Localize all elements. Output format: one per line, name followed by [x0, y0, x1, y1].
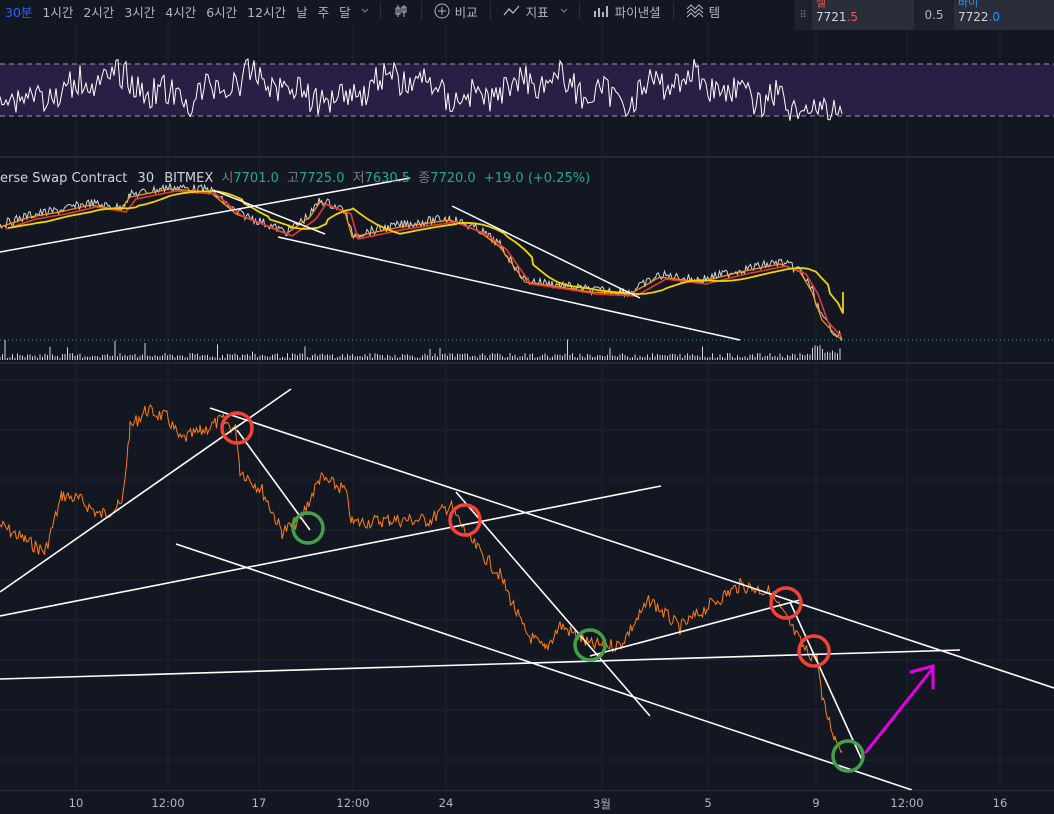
- symbol-name[interactable]: erse Swap Contract: [0, 171, 128, 186]
- timeframe-button[interactable]: 날: [296, 4, 308, 20]
- mid-trendlines: [0, 177, 741, 341]
- timeframe-button[interactable]: 2시간: [83, 4, 115, 20]
- timeframe-dropdown-button[interactable]: [356, 6, 374, 16]
- templates-button[interactable]: 템: [680, 2, 727, 21]
- plus-circle-icon: [434, 3, 450, 19]
- red-circle-marker: [448, 503, 482, 537]
- top-toolbar: 30분 1시간 2시간 3시간 4시간 6시간 12시간 날 주 달 비교 지표 파이낸셜 템: [0, 0, 1054, 22]
- high-label: 고: [287, 171, 299, 186]
- buy-label: 바이: [958, 0, 979, 9]
- time-axis-label: 5: [704, 796, 712, 810]
- change-value: +19.0 (+0.25%): [483, 171, 591, 186]
- trendlines: [0, 388, 1054, 791]
- timeframe-button[interactable]: 12시간: [247, 4, 287, 20]
- red-circle-marker: [797, 634, 831, 668]
- open-value: 7701.0: [233, 171, 279, 186]
- sell-button[interactable]: 셀 7721.5: [812, 0, 914, 30]
- sell-price: 7721.5: [816, 10, 858, 24]
- chevron-down-icon: [560, 8, 568, 13]
- magenta-arrow: [864, 664, 935, 754]
- templates-label: 템: [708, 4, 721, 20]
- timeframe-button[interactable]: 1시간: [42, 4, 74, 20]
- financials-label: 파이낸셜: [614, 4, 661, 20]
- timeframe-button[interactable]: 주: [317, 4, 330, 20]
- timeframe-button[interactable]: 30분: [5, 4, 33, 20]
- timeframe-button[interactable]: 4시간: [165, 4, 197, 20]
- rsi-line: [0, 58, 843, 121]
- ema-yellow-line: [7, 190, 844, 314]
- red-circle-marker: [769, 586, 803, 620]
- chart-type-button[interactable]: [387, 3, 415, 19]
- green-circle-marker: [573, 628, 607, 662]
- low-value: 7630.5: [364, 171, 411, 186]
- candlestick-icon: [395, 5, 407, 17]
- close-value: 7720.0: [430, 171, 476, 186]
- time-axis[interactable]: 10 12:00 17 12:00 24 3월 5 9 12:00 16: [0, 790, 1054, 814]
- high-value: 7725.0: [298, 171, 345, 186]
- mid-price-line: [0, 183, 843, 341]
- indicators-label: 지표: [525, 4, 549, 20]
- mid-price-orange: [0, 188, 843, 341]
- sell-label: 셀: [816, 0, 827, 9]
- buy-price: 7722.0: [958, 10, 1000, 24]
- red-circle-marker: [220, 411, 254, 445]
- green-circle-marker: [831, 739, 865, 773]
- timeframe-button[interactable]: 달: [339, 4, 351, 20]
- symbol-interval: 30: [137, 171, 155, 186]
- indicators-dropdown-button[interactable]: [555, 6, 573, 16]
- ema-red-line: [5, 190, 842, 337]
- symbol-legend: erse Swap Contract 30 BITMEX 시7701.0 고77…: [0, 167, 590, 186]
- time-axis-label: 12:00: [151, 796, 185, 810]
- buy-button[interactable]: 바이 7722.0: [954, 0, 1054, 30]
- order-panel: ⠿ 셀 7721.5 0.5 바이 7722.0: [794, 0, 1054, 30]
- financials-button[interactable]: 파이낸셜: [586, 2, 667, 21]
- symbol-exchange: BITMEX: [164, 171, 214, 186]
- marker-circles: [220, 411, 865, 773]
- toolbar-divider: [578, 2, 580, 20]
- spread-value: 0.5: [924, 8, 944, 22]
- time-axis-label: 10: [68, 796, 84, 810]
- close-label: 종: [418, 171, 431, 186]
- toolbar-divider: [379, 2, 381, 20]
- green-circle-marker: [291, 511, 325, 545]
- rsi-band: [0, 64, 1054, 116]
- time-axis-label: 16: [992, 796, 1008, 810]
- chevron-down-icon: [361, 8, 369, 13]
- open-label: 시: [221, 171, 234, 186]
- time-axis-label: 24: [438, 796, 454, 810]
- compare-label: 비교: [454, 4, 478, 20]
- indicators-button[interactable]: 지표: [497, 2, 555, 21]
- financials-icon: [593, 6, 608, 17]
- indicators-icon: [503, 5, 520, 16]
- drag-handle-icon[interactable]: ⠿: [799, 9, 807, 21]
- timeframe-button[interactable]: 3시간: [124, 4, 156, 20]
- time-axis-label: 9: [812, 796, 820, 810]
- compare-button[interactable]: 비교: [428, 2, 484, 21]
- volume-bars: [0, 339, 841, 360]
- time-axis-label: 12:00: [336, 796, 370, 810]
- time-axis-label: 3월: [593, 797, 611, 811]
- toolbar-divider: [420, 2, 422, 20]
- toolbar-divider: [489, 2, 491, 20]
- time-axis-label: 17: [251, 796, 267, 810]
- time-axis-label: 12:00: [890, 796, 924, 810]
- low-label: 저: [352, 171, 365, 186]
- templates-icon: [686, 4, 704, 18]
- toolbar-divider: [672, 2, 674, 20]
- price-line: [0, 404, 843, 754]
- timeframe-button[interactable]: 6시간: [206, 4, 238, 20]
